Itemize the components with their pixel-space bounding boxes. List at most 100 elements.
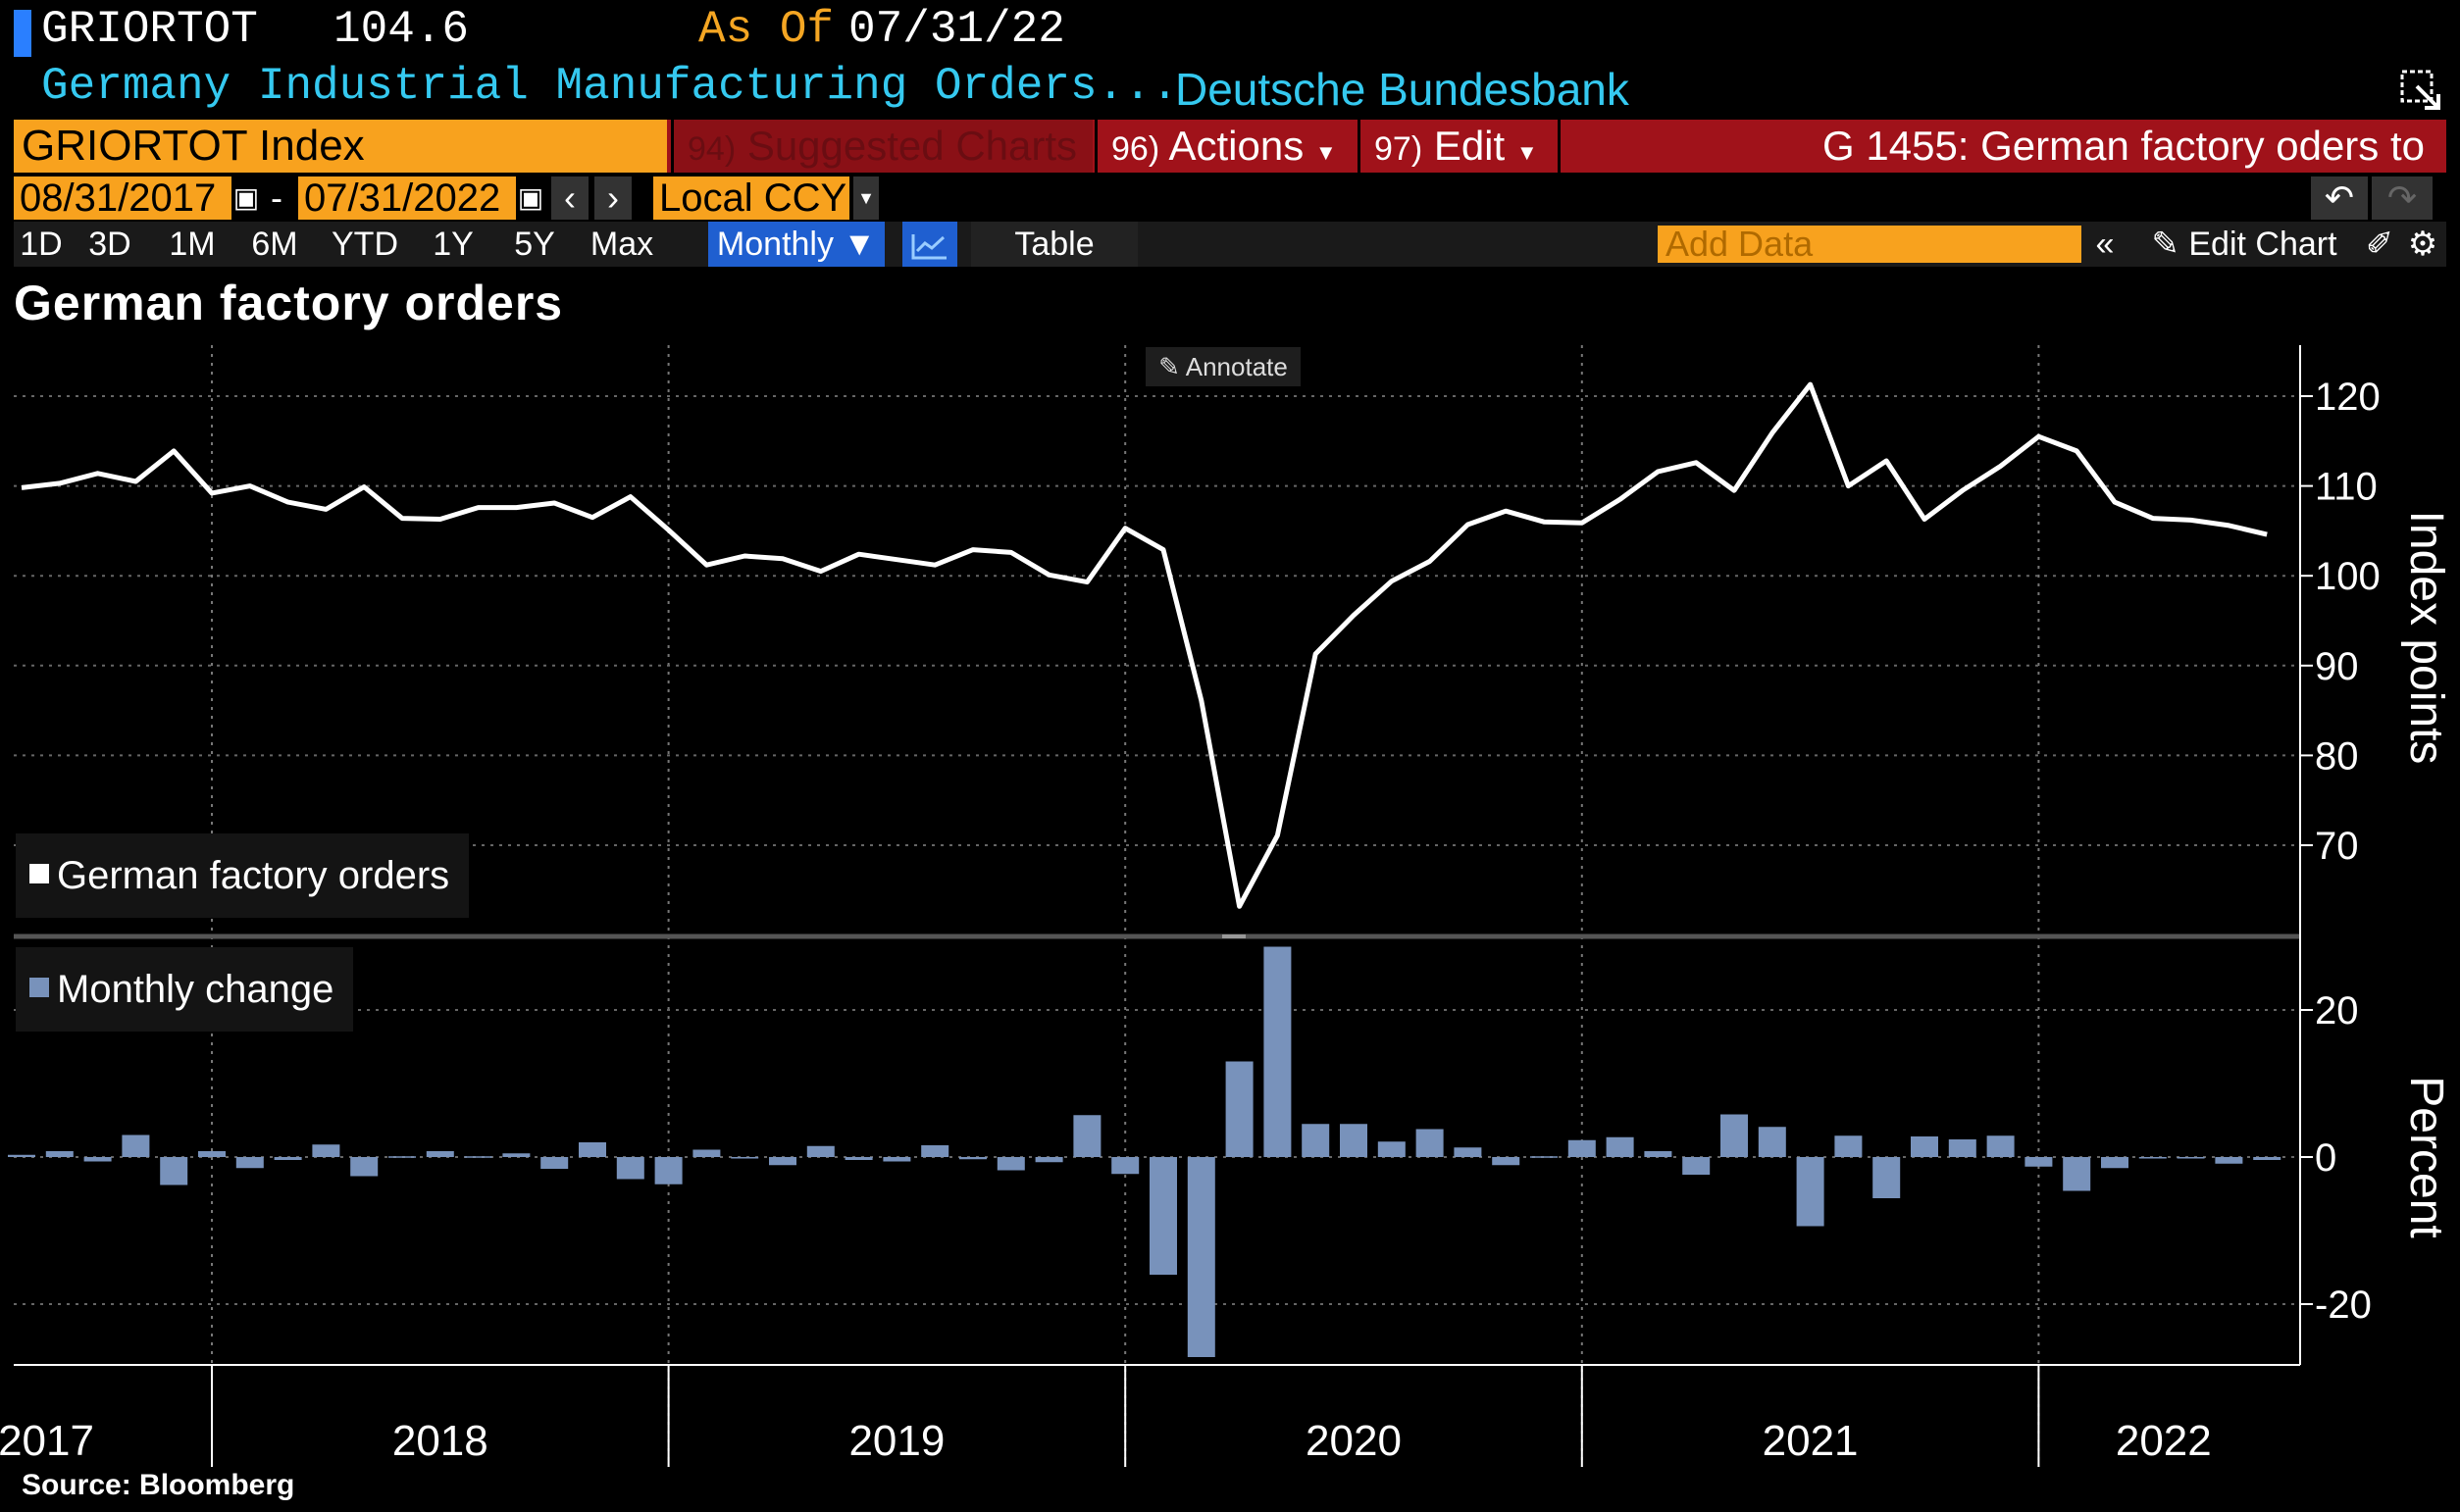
- table-button[interactable]: Table: [971, 222, 1138, 267]
- y-axis-label-top: Index points: [2400, 511, 2452, 765]
- line-chart-icon[interactable]: [902, 222, 957, 267]
- calendar-icon[interactable]: ▣: [516, 176, 545, 220]
- bar-series: [8, 946, 2281, 1357]
- period-5y[interactable]: 5Y: [514, 226, 555, 263]
- y-tick-label: 80: [2315, 734, 2359, 778]
- caret-down-icon: ▼: [1515, 140, 1538, 165]
- bar: [806, 1145, 835, 1157]
- x-tick-label-2018: 2018: [392, 1417, 488, 1465]
- actions-menu[interactable]: 96) Actions ▼: [1095, 120, 1356, 173]
- period-1y[interactable]: 1Y: [433, 226, 474, 263]
- bar: [692, 1149, 721, 1157]
- gear-icon[interactable]: ⚙: [2407, 226, 2438, 263]
- y-tick-label: 0: [2315, 1136, 2336, 1180]
- add-data-input[interactable]: Add Data: [1658, 226, 2081, 263]
- date-range-bar: 08/31/2017 ▣ - 07/31/2022 ▣ ‹ › Local CC…: [14, 176, 2446, 220]
- edit-chart-button[interactable]: ✎ Edit Chart: [2132, 222, 2356, 267]
- source-footnote: Source: Bloomberg: [22, 1469, 295, 1501]
- period-max[interactable]: Max: [589, 226, 654, 263]
- bar: [83, 1157, 112, 1162]
- security-field[interactable]: GRIORTOT Index: [14, 120, 667, 173]
- x-tick-label-2021: 2021: [1763, 1417, 1859, 1465]
- ticker-marker: [14, 10, 31, 57]
- bar: [2024, 1157, 2053, 1167]
- legend-line[interactable]: German factory orders: [16, 833, 470, 918]
- suggested-charts-number: 94): [688, 130, 737, 168]
- bar: [616, 1157, 644, 1180]
- bar: [1986, 1135, 2015, 1157]
- undo-icon[interactable]: ↶: [2311, 176, 2368, 220]
- bar: [1567, 1139, 1596, 1157]
- line-series-path: [21, 381, 2268, 909]
- bar: [1263, 946, 1292, 1157]
- period-3d[interactable]: 3D: [88, 226, 131, 263]
- y-tick-label: 70: [2315, 825, 2359, 868]
- bar: [2177, 1157, 2205, 1159]
- annotate-label: Annotate: [1185, 352, 1288, 381]
- bar: [2138, 1157, 2167, 1159]
- frequency-select[interactable]: Monthly ▼: [708, 222, 885, 267]
- last-price: 104.6: [333, 4, 470, 55]
- bar: [1415, 1129, 1444, 1157]
- bar: [1796, 1157, 1824, 1227]
- bar: [1302, 1124, 1330, 1157]
- chevron-right-icon[interactable]: ›: [594, 176, 632, 220]
- x-axis-ticks: 2017 2018 2019 2020 2021 2022: [0, 1365, 2212, 1467]
- redo-icon[interactable]: ↷: [2372, 176, 2433, 220]
- pencil-icon: ✎: [1158, 352, 1180, 381]
- end-date-input[interactable]: 07/31/2022: [298, 176, 516, 220]
- bar: [274, 1157, 302, 1160]
- period-1d[interactable]: 1D: [20, 226, 63, 263]
- edit-layout-icon[interactable]: ✐: [2365, 226, 2394, 263]
- popout-icon[interactable]: [2399, 69, 2442, 112]
- bar: [2215, 1157, 2243, 1164]
- chevron-left-icon[interactable]: ‹: [551, 176, 589, 220]
- period-1m[interactable]: 1M: [169, 226, 216, 263]
- bar: [45, 1151, 74, 1157]
- y-tick-label: -20: [2315, 1284, 2372, 1327]
- bar: [921, 1145, 949, 1157]
- y-tick-label: 110: [2315, 466, 2378, 509]
- bar: [1377, 1141, 1406, 1157]
- currency-select[interactable]: Local CCY: [653, 176, 849, 220]
- actions-label: Actions: [1168, 123, 1305, 169]
- period-6m[interactable]: 6M: [251, 226, 298, 263]
- bar: [1948, 1139, 1976, 1157]
- bar: [2101, 1157, 2128, 1169]
- y-tick-label: 120: [2315, 376, 2381, 419]
- caret-down-icon: ▼: [1314, 140, 1337, 165]
- bar: [1187, 1157, 1215, 1357]
- chevron-down-icon[interactable]: ▼: [853, 176, 879, 220]
- bar: [579, 1142, 606, 1157]
- start-date-input[interactable]: 08/31/2017: [14, 176, 231, 220]
- legend-swatch-bars: [29, 978, 49, 998]
- period-ytd[interactable]: YTD: [332, 226, 398, 263]
- as-of-date: 07/31/22: [848, 4, 1065, 55]
- collapse-icon[interactable]: «: [2095, 226, 2115, 263]
- bar: [160, 1157, 188, 1185]
- bar: [1911, 1136, 1938, 1157]
- legend-line-label: German factory orders: [57, 854, 450, 897]
- edit-menu[interactable]: 97) Edit ▼: [1358, 120, 1554, 173]
- y-axis-label-bottom: Percent: [2400, 1076, 2452, 1237]
- calendar-icon[interactable]: ▣: [231, 176, 261, 220]
- as-of-label: As Of: [698, 4, 835, 55]
- edit-number: 97): [1374, 130, 1423, 168]
- x-tick-label-2022: 2022: [2116, 1417, 2212, 1465]
- bar: [769, 1157, 796, 1166]
- annotate-button[interactable]: ✎ Annotate: [1146, 347, 1301, 386]
- bar: [540, 1157, 569, 1169]
- security-description[interactable]: Germany Industrial Manufacturing Orders.…: [41, 61, 1179, 112]
- bar: [350, 1157, 379, 1177]
- pencil-icon: ✎: [2151, 226, 2179, 263]
- bar: [1758, 1127, 1786, 1157]
- legend-swatch-line: [29, 864, 49, 884]
- bar: [388, 1156, 416, 1158]
- suggested-charts-button[interactable]: 94) Suggested Charts: [671, 120, 1093, 173]
- legend-bars[interactable]: Monthly change: [16, 947, 354, 1032]
- bar: [122, 1134, 150, 1157]
- x-tick-label-2019: 2019: [848, 1417, 945, 1465]
- bar: [731, 1157, 759, 1159]
- bar: [997, 1157, 1025, 1171]
